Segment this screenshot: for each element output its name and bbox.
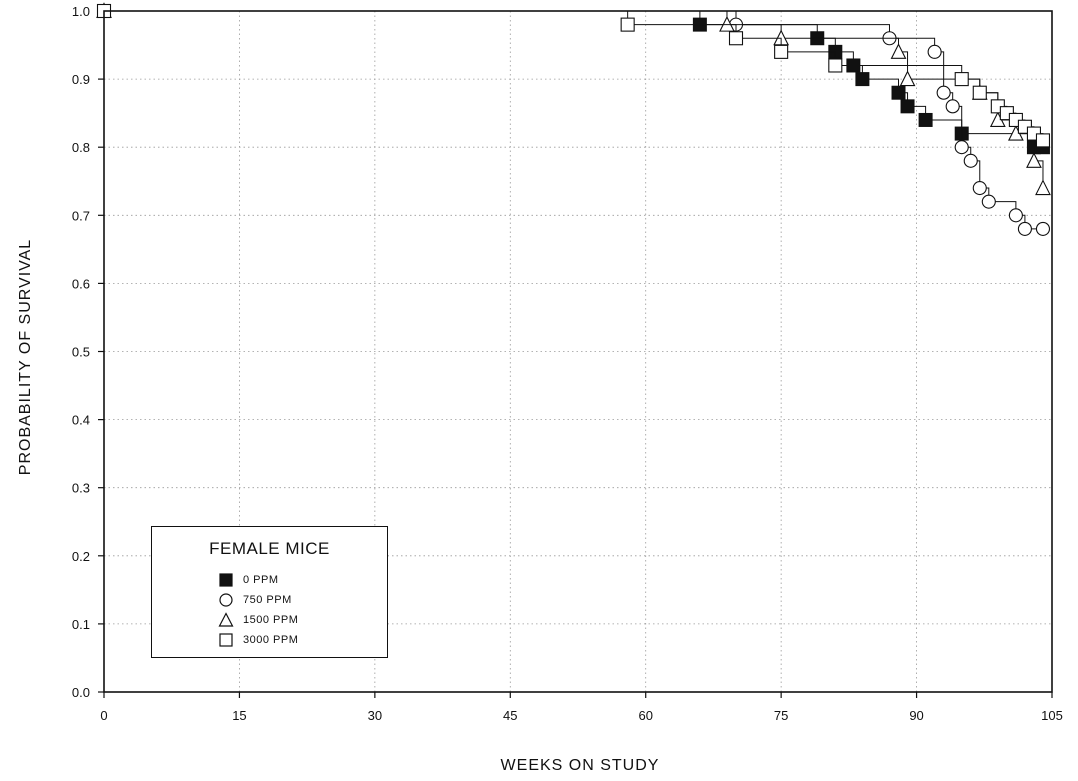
open-circle-marker xyxy=(1035,221,1051,236)
y-tick-label: 0.8 xyxy=(72,140,90,155)
legend-title: FEMALE MICE xyxy=(209,539,330,558)
legend: FEMALE MICE 0 PPM 750 PPM 1500 PPM 3000 … xyxy=(151,526,388,658)
open-circle-marker xyxy=(981,194,996,209)
filled-square-marker xyxy=(891,85,906,100)
legend-item-3000-ppm: 3000 PPM xyxy=(218,631,298,649)
x-tick-label: 60 xyxy=(638,708,652,723)
y-tick-label: 0.5 xyxy=(72,345,90,360)
series-group xyxy=(96,2,1051,236)
open-square-icon xyxy=(219,633,233,647)
legend-label: 3000 PPM xyxy=(243,634,299,646)
series-1500-ppm xyxy=(96,2,1051,196)
open-circle-icon xyxy=(219,593,233,607)
open-circle-marker xyxy=(945,99,960,114)
y-tick-label: 0.7 xyxy=(72,208,90,223)
open-circle-marker xyxy=(1017,221,1032,236)
step-line xyxy=(104,10,1044,141)
legend-item-750-ppm: 750 PPM xyxy=(218,591,292,609)
legend-label: 0 PPM xyxy=(243,574,279,586)
open-circle-marker xyxy=(927,44,942,59)
legend-label: 750 PPM xyxy=(243,594,292,606)
filled-square-icon xyxy=(219,573,233,587)
plot-frame xyxy=(103,10,1053,693)
x-tick-label: 15 xyxy=(232,708,246,723)
open-triangle-marker xyxy=(899,70,916,87)
open-square-marker xyxy=(972,85,987,100)
x-axis-label: WEEKS ON STUDY xyxy=(500,757,660,774)
series-3000-ppm xyxy=(96,3,1051,148)
open-square-marker xyxy=(954,72,969,87)
y-tick-label: 0.1 xyxy=(72,617,90,632)
y-tick-label: 0.4 xyxy=(72,413,90,428)
y-tick-label: 0.9 xyxy=(72,72,90,87)
open-triangle-marker xyxy=(1026,152,1042,168)
y-tick-label: 0.2 xyxy=(72,549,90,564)
series-750-ppm xyxy=(96,3,1051,236)
x-tick-label: 90 xyxy=(909,708,923,723)
filled-square-marker xyxy=(900,99,915,114)
x-tick-label: 75 xyxy=(774,708,788,723)
filled-square-marker xyxy=(855,72,870,87)
open-circle-marker xyxy=(954,140,969,155)
filled-square-marker xyxy=(918,112,933,127)
axes: 0 15 30 45 60 75 90 105 0.0 0.1 0.2 0.3 0.4 0.5 0.6 0.7… xyxy=(72,4,1063,723)
open-square-marker xyxy=(774,44,789,59)
open-square-marker xyxy=(1035,133,1051,148)
open-triangle-marker xyxy=(1035,179,1051,196)
open-circle-marker xyxy=(963,153,978,168)
x-tick-label: 105 xyxy=(1041,708,1063,723)
y-axis-label-text: PROBABILITY OF SURVIVAL xyxy=(17,238,34,476)
x-tick-label: 0 xyxy=(100,708,107,723)
y-tick-label: 0.0 xyxy=(72,685,90,700)
x-tick-label: 45 xyxy=(503,708,517,723)
open-square-marker xyxy=(828,58,843,73)
open-circle-marker xyxy=(1008,208,1023,223)
open-circle-marker xyxy=(936,85,951,100)
open-circle-marker xyxy=(972,181,987,196)
x-tick-label: 30 xyxy=(368,708,382,723)
open-square-marker xyxy=(728,31,744,46)
y-tick-label: 0.6 xyxy=(72,276,90,291)
y-tick-label: 1.0 xyxy=(72,4,90,19)
step-line xyxy=(104,10,1043,230)
y-tick-label: 0.3 xyxy=(72,481,90,496)
open-triangle-icon xyxy=(218,612,234,627)
legend-label: 1500 PPM xyxy=(243,614,299,626)
legend-item-0-ppm: 0 PPM xyxy=(218,571,279,589)
legend-item-1500-ppm: 1500 PPM xyxy=(218,611,298,629)
open-square-marker xyxy=(620,17,635,32)
open-triangle-marker xyxy=(890,43,907,59)
